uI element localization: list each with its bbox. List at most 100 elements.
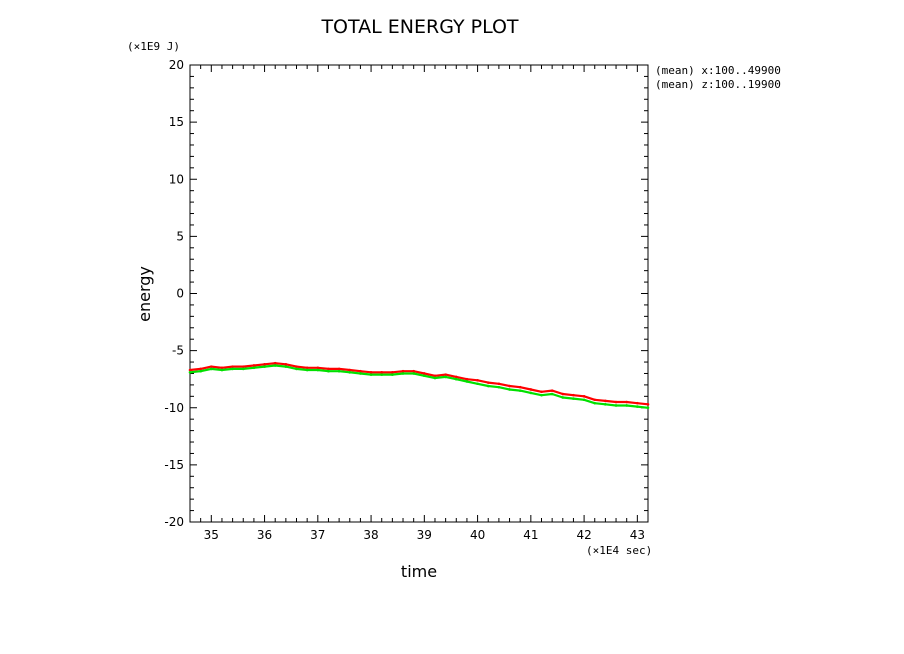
series-2-point <box>497 385 501 389</box>
series-1-point <box>433 374 437 378</box>
x-tick-label: 35 <box>204 528 219 542</box>
x-tick-label: 41 <box>523 528 538 542</box>
series-2-point <box>604 403 607 406</box>
axis-tick-labels: 20 15 10 5 0 -5 -10 -15 -20 35 36 37 38 39 40 41 42 43 <box>164 58 645 542</box>
series-2-point <box>518 389 522 392</box>
series-2-point <box>486 384 490 388</box>
series-2-point <box>625 404 628 407</box>
series-2-point <box>188 371 192 374</box>
series-1-point <box>188 368 192 372</box>
y-axis-title: energy <box>135 266 154 322</box>
chart-title: TOTAL ENERGY PLOT <box>320 16 518 38</box>
series-2-point <box>220 368 224 372</box>
annotation-z-range: (mean) z:100..19900 <box>655 78 781 91</box>
series-2-point <box>508 388 511 391</box>
series-2-point <box>401 372 405 375</box>
y-tick-label: 15 <box>169 115 184 129</box>
series-layer <box>188 361 650 410</box>
axis-ticks <box>189 64 649 523</box>
series-1-point <box>572 393 575 397</box>
series-1-point <box>518 385 522 389</box>
series-2-point <box>391 373 394 376</box>
series-2-point <box>412 372 415 375</box>
series-2-point <box>550 392 554 396</box>
series-1-point <box>540 390 543 394</box>
y-tick-label: -10 <box>164 401 184 415</box>
series-2-point <box>646 406 650 410</box>
series-1-point <box>284 363 288 366</box>
series-1-point <box>444 373 447 376</box>
series-2-point <box>561 396 565 399</box>
series-1-point <box>550 389 554 392</box>
x-axis-title: time <box>401 562 437 581</box>
y-unit-label: (×1E9 J) <box>127 40 180 53</box>
y-tick-label: -20 <box>164 515 184 529</box>
series-2-point <box>305 368 309 372</box>
series-2-point <box>444 375 447 379</box>
annotation-x-range: (mean) x:100..49900 <box>655 64 781 77</box>
series-1-point <box>465 377 469 381</box>
y-tick-label: -15 <box>164 458 184 472</box>
series-1-point <box>263 363 266 366</box>
series-2-point <box>433 376 437 380</box>
series-1-point <box>636 401 639 405</box>
series-2-point <box>540 393 543 397</box>
y-tick-label: 0 <box>176 287 184 301</box>
series-2-point <box>231 367 234 371</box>
series-2-point <box>423 374 426 378</box>
series-1-point <box>625 400 628 404</box>
y-tick-label: 20 <box>169 58 184 72</box>
series-2-point <box>263 365 266 368</box>
series-1-point <box>252 364 256 367</box>
series-1-point <box>401 369 405 373</box>
series-1-point <box>241 365 245 368</box>
series-2-point <box>614 404 618 407</box>
series-1-point <box>423 372 426 375</box>
series-2-point <box>380 373 384 376</box>
series-1-point <box>593 398 597 402</box>
y-tick-label: -5 <box>172 344 184 358</box>
series-2-point <box>476 382 479 386</box>
x-tick-label: 43 <box>630 528 645 542</box>
series-1-point <box>359 369 362 373</box>
series-line-1 <box>189 362 649 406</box>
series-1-point <box>273 361 277 365</box>
series-2-point <box>337 369 341 373</box>
series-2-point <box>252 366 256 370</box>
y-tick-label: 5 <box>176 229 184 243</box>
series-2-point <box>295 367 298 371</box>
series-1-point <box>604 399 607 403</box>
series-1-point <box>210 365 213 368</box>
series-2-point <box>316 368 320 372</box>
x-unit-label: (×1E4 sec) <box>586 544 652 557</box>
series-2-point <box>529 391 533 395</box>
series-1-point <box>454 375 458 379</box>
series-2-point <box>348 371 352 374</box>
x-tick-label: 40 <box>470 528 485 542</box>
series-1-point <box>508 384 511 388</box>
x-tick-label: 38 <box>363 528 378 542</box>
series-1-point <box>369 371 373 374</box>
series-1-point <box>380 371 384 374</box>
series-1-point <box>295 365 298 368</box>
series-2-point <box>454 377 458 381</box>
x-tick-label: 37 <box>310 528 325 542</box>
series-2-point <box>593 401 597 405</box>
y-tick-label: 10 <box>169 172 184 186</box>
series-1-point <box>220 366 224 370</box>
x-tick-label: 36 <box>257 528 272 542</box>
series-1-point <box>337 367 341 371</box>
series-2-point <box>359 372 362 375</box>
series-1-point <box>316 366 320 370</box>
series-2-point <box>327 369 330 373</box>
series-2-point <box>284 365 288 368</box>
series-1-point <box>497 382 501 386</box>
series-1-point <box>327 367 330 371</box>
series-2-point <box>210 367 213 371</box>
series-2-point <box>465 380 469 383</box>
series-1-point <box>529 388 533 391</box>
series-1-point <box>476 379 479 382</box>
series-2-point <box>369 373 373 376</box>
series-1-point <box>614 400 618 404</box>
